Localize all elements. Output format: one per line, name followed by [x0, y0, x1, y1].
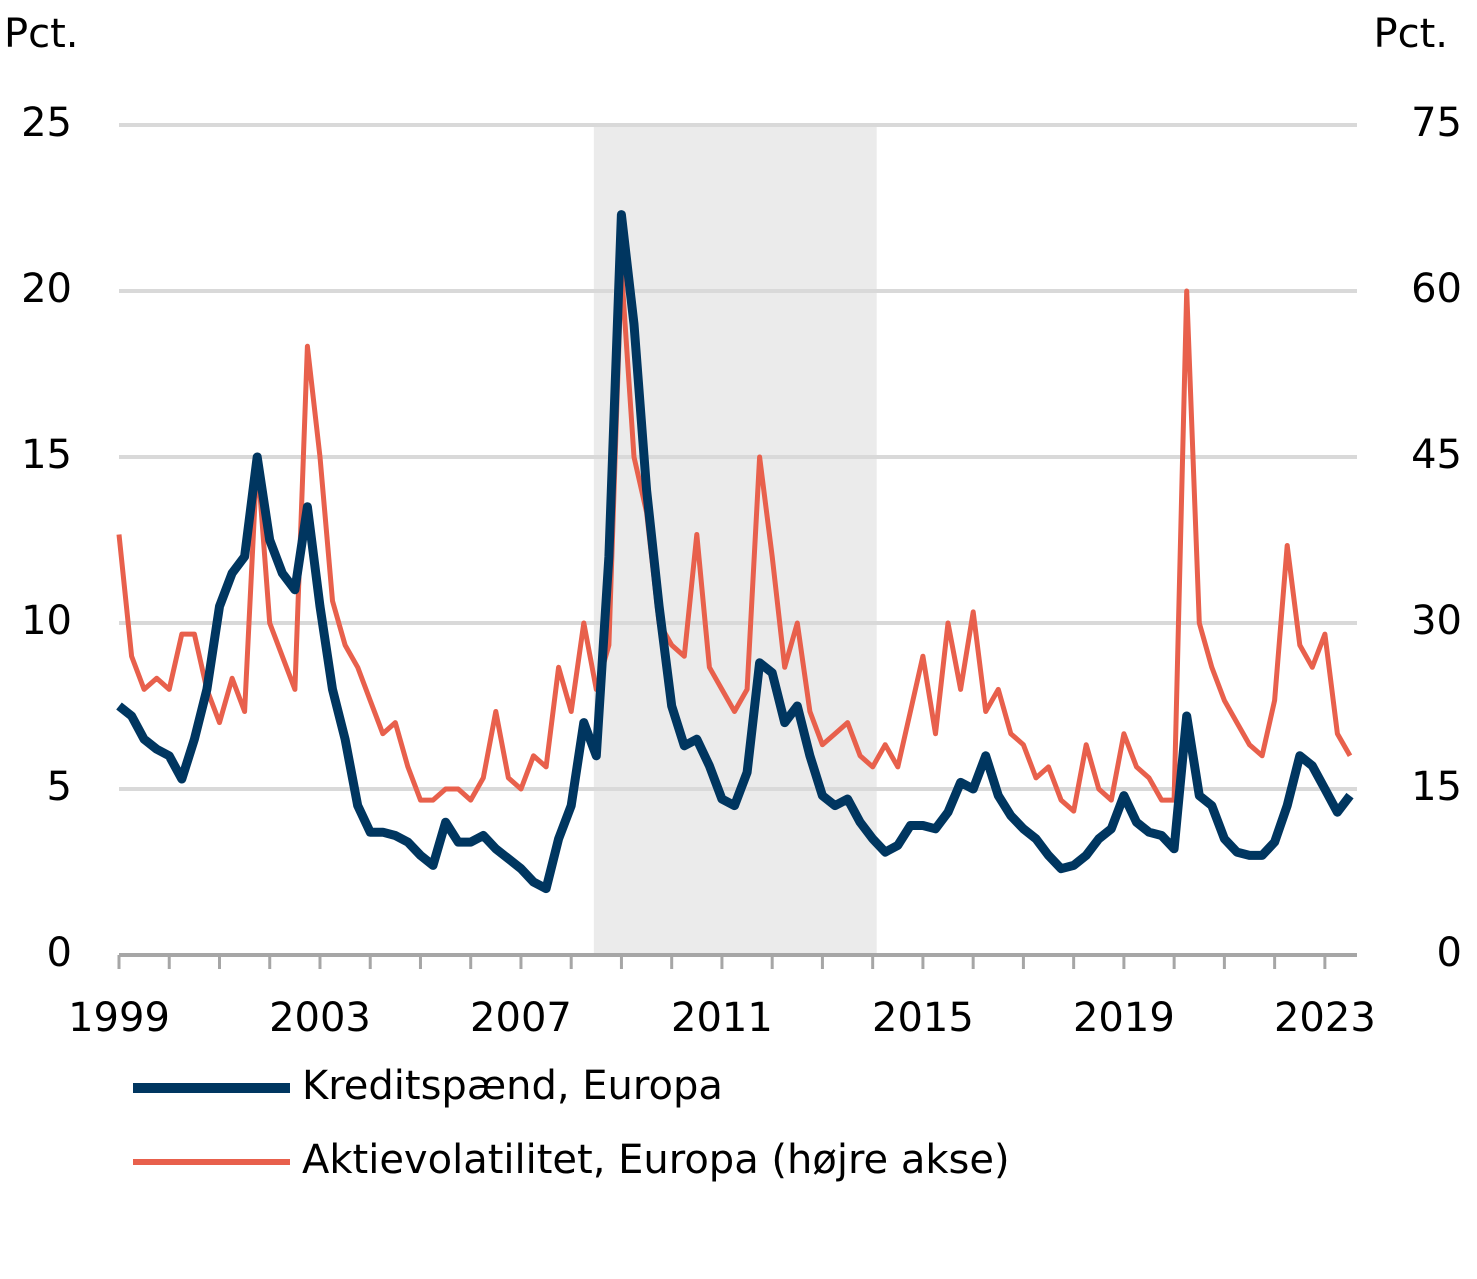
data-line	[116, 210, 1354, 894]
x-tick-label: 2015	[872, 995, 974, 1041]
y2-tick-label: 30	[1411, 598, 1462, 644]
x-tick-label: 2019	[1073, 995, 1175, 1041]
shaded-period	[593, 125, 877, 955]
x-tick-label: 2007	[470, 995, 572, 1041]
y-axis-label: Pct.	[4, 11, 79, 57]
y2-axis-label: Pct.	[1373, 11, 1448, 57]
y2-tick-label: 75	[1411, 100, 1462, 146]
legend-label: Aktievolatilitet, Europa (højre akse)	[302, 1137, 1010, 1183]
y2-tick-label: 0	[1437, 930, 1462, 976]
x-tick-label: 2023	[1274, 995, 1376, 1041]
y-tick-label: 5	[47, 764, 72, 810]
data-line	[116, 266, 1353, 814]
y-tick-label: 0	[47, 930, 72, 976]
y2-tick-label: 45	[1411, 432, 1462, 478]
legend-label: Kreditspænd, Europa	[302, 1063, 723, 1109]
x-tick-label: 2003	[269, 995, 371, 1041]
y2-tick-label: 60	[1411, 266, 1462, 312]
x-tick-label: 1999	[68, 995, 170, 1041]
y-tick-label: 20	[21, 266, 72, 312]
y-tick-label: 15	[21, 432, 72, 478]
y-tick-label: 25	[21, 100, 72, 146]
y2-tick-label: 15	[1411, 764, 1462, 810]
y-tick-label: 10	[21, 598, 72, 644]
x-tick-label: 2011	[671, 995, 773, 1041]
